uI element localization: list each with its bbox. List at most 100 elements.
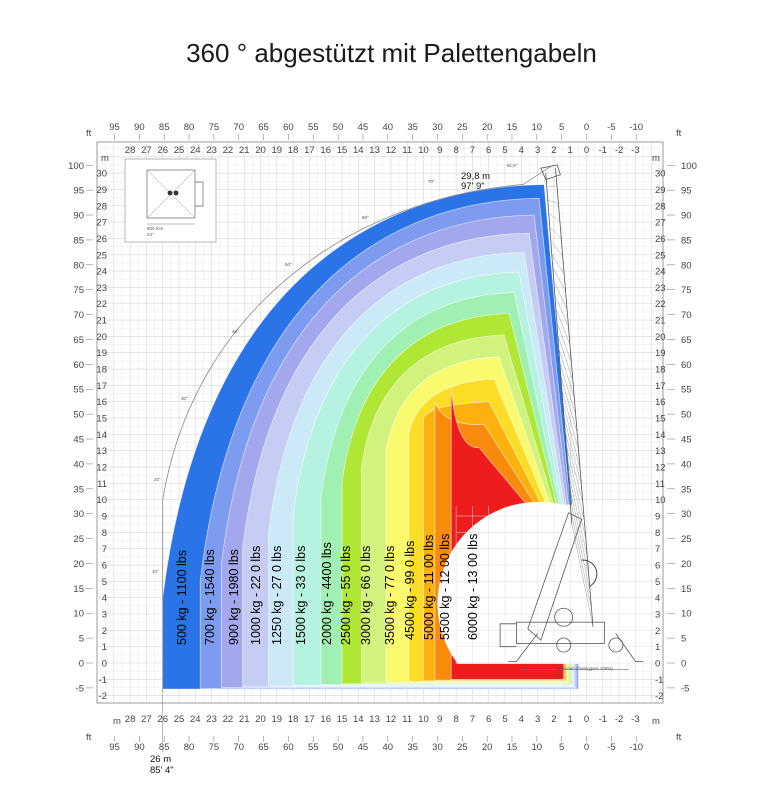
boom-rib [553, 281, 568, 310]
load-zones [162, 166, 660, 693]
zone-label-13: 5500 kg - 12 00 lbs [438, 534, 452, 640]
zone-label-5: 1250 kg - 27 0 lbs [270, 546, 284, 645]
x-tick-m-top: 7 [470, 145, 475, 156]
wheel [608, 637, 624, 653]
x-tick-m-bottom: 7 [470, 714, 475, 725]
x-tick-m-bottom: 11 [402, 714, 412, 725]
y-tick-m-right: 24 [655, 267, 666, 278]
boom-head [540, 164, 561, 181]
x-tick-m-top: 19 [272, 145, 283, 156]
y-tick-m-right: 20 [655, 332, 666, 343]
y-tick-ft-left: 5 [79, 634, 84, 645]
y-tick-ft-left: 100 [68, 161, 84, 172]
outrigger-note: 5500 mm (Outriggers 100%) [556, 666, 613, 671]
y-tick-ft-right: 65 [681, 335, 692, 346]
y-tick-m-right: 14 [655, 430, 666, 441]
x-tick-m-bottom: 12 [386, 714, 397, 725]
angle-label: 30° [181, 396, 188, 401]
axes: 2828272726262525242423232222212120201919… [68, 122, 697, 753]
x-tick-m-top: -3 [631, 145, 639, 156]
x-tick-ft-bottom: 75 [209, 742, 220, 753]
zone-labels: 500 kg - 1100 lbs 700 kg - 1540 lbs 900 kg… [175, 534, 480, 645]
x-tick-ft-top: 75 [209, 122, 220, 133]
y-tick-m-left: -2 [99, 691, 107, 702]
y-tick-m-left: 1 [102, 642, 107, 653]
turret [554, 607, 574, 627]
x-tick-ft-bottom: -10 [629, 742, 643, 753]
x-tick-ft-bottom: 60 [283, 742, 294, 753]
y-tick-ft-left: 30 [73, 509, 84, 520]
y-tick-m-left: 11 [97, 479, 107, 490]
x-tick-m-top: 20 [255, 145, 266, 156]
x-tick-ft-top: 15 [507, 122, 518, 133]
x-tick-ft-top: 90 [134, 122, 145, 133]
x-tick-m-top: 2 [551, 145, 556, 156]
boom-rib [555, 308, 571, 345]
boom-rib [563, 416, 582, 486]
x-tick-m-bottom: -1 [599, 714, 607, 725]
boom-rib [549, 226, 562, 239]
x-tick-m-bottom: 22 [223, 714, 234, 725]
y-tick-ft-right: 35 [681, 484, 692, 495]
x-tick-m-top: 1 [568, 145, 573, 156]
x-tick-m-bottom: 1 [568, 714, 573, 725]
x-tick-m-bottom: 20 [255, 714, 266, 725]
y-tick-m-left: 12 [96, 463, 107, 474]
y-tick-ft-right: 20 [681, 559, 692, 570]
y-tick-m-left: 3 [102, 610, 107, 621]
y-tick-ft-right: 5 [681, 634, 686, 645]
y-tick-m-right: -2 [655, 691, 663, 702]
y-tick-m-left: 9 [102, 512, 107, 523]
y-tick-ft-left: 50 [73, 410, 84, 421]
x-tick-ft-bottom: 30 [432, 742, 443, 753]
y-tick-ft-left: 80 [73, 260, 84, 271]
y-tick-m-left: 25 [96, 250, 107, 261]
x-tick-ft-bottom: 40 [382, 742, 393, 753]
x-tick-ft-bottom: 45 [358, 742, 369, 753]
x-tick-ft-bottom: 35 [407, 742, 418, 753]
x-tick-m-top: 14 [353, 145, 364, 156]
inset-load-icon [173, 190, 179, 196]
boom-rib [564, 429, 584, 504]
y-tick-m-left: 29 [96, 185, 107, 196]
inset-frame [124, 158, 217, 243]
x-tick-ft-top: 20 [482, 122, 493, 133]
y-tick-m-left: 2 [102, 626, 107, 637]
boom-rib [551, 254, 565, 275]
y-tick-m-right: 7 [655, 544, 660, 555]
y-tick-m-right: 18 [655, 365, 666, 376]
y-tick-m-right: 26 [655, 234, 666, 245]
plot-frame [96, 141, 664, 704]
y-tick-m-left: 14 [96, 430, 107, 441]
y-tick-ft-right: 45 [681, 435, 692, 446]
y-tick-ft-left: 35 [73, 484, 84, 495]
max-reach-ft: 85' 4" [150, 765, 174, 776]
boom-rib [556, 321, 572, 363]
boom-rib [546, 185, 557, 187]
x-tick-m-bottom: 19 [272, 714, 283, 725]
angle-label: 70° [428, 179, 435, 184]
zone-label-9: 3000 kg - 66 0 lbs [359, 546, 373, 645]
x-tick-m-bottom: 5 [502, 714, 507, 725]
x-tick-ft-top: 10 [532, 122, 543, 133]
x-tick-m-top: 11 [402, 145, 412, 156]
x-tick-ft-bottom: 65 [258, 742, 269, 753]
zone-label-3: 900 kg - 1980 lbs [227, 549, 241, 645]
x-tick-m-top: 28 [125, 145, 136, 156]
max-height-ft: 97' 9" [461, 181, 485, 192]
wheel [556, 637, 572, 653]
y-tick-m-left: 17 [96, 381, 107, 392]
zone-label-2: 700 kg - 1540 lbs [203, 549, 217, 645]
y-tick-ft-left: 55 [73, 385, 84, 396]
x-tick-ft-top: 85 [159, 122, 170, 133]
y-tick-ft-left: 0 [79, 659, 84, 670]
boom-rib [570, 510, 592, 610]
y-tick-ft-left: 90 [73, 211, 84, 222]
boom-rib [547, 199, 559, 204]
y-tick-m-right: 15 [655, 414, 666, 425]
unit-label: ft [86, 128, 92, 139]
x-tick-ft-top: 60 [283, 122, 294, 133]
x-tick-ft-top: 35 [407, 122, 418, 133]
x-tick-m-top: -1 [599, 145, 607, 156]
